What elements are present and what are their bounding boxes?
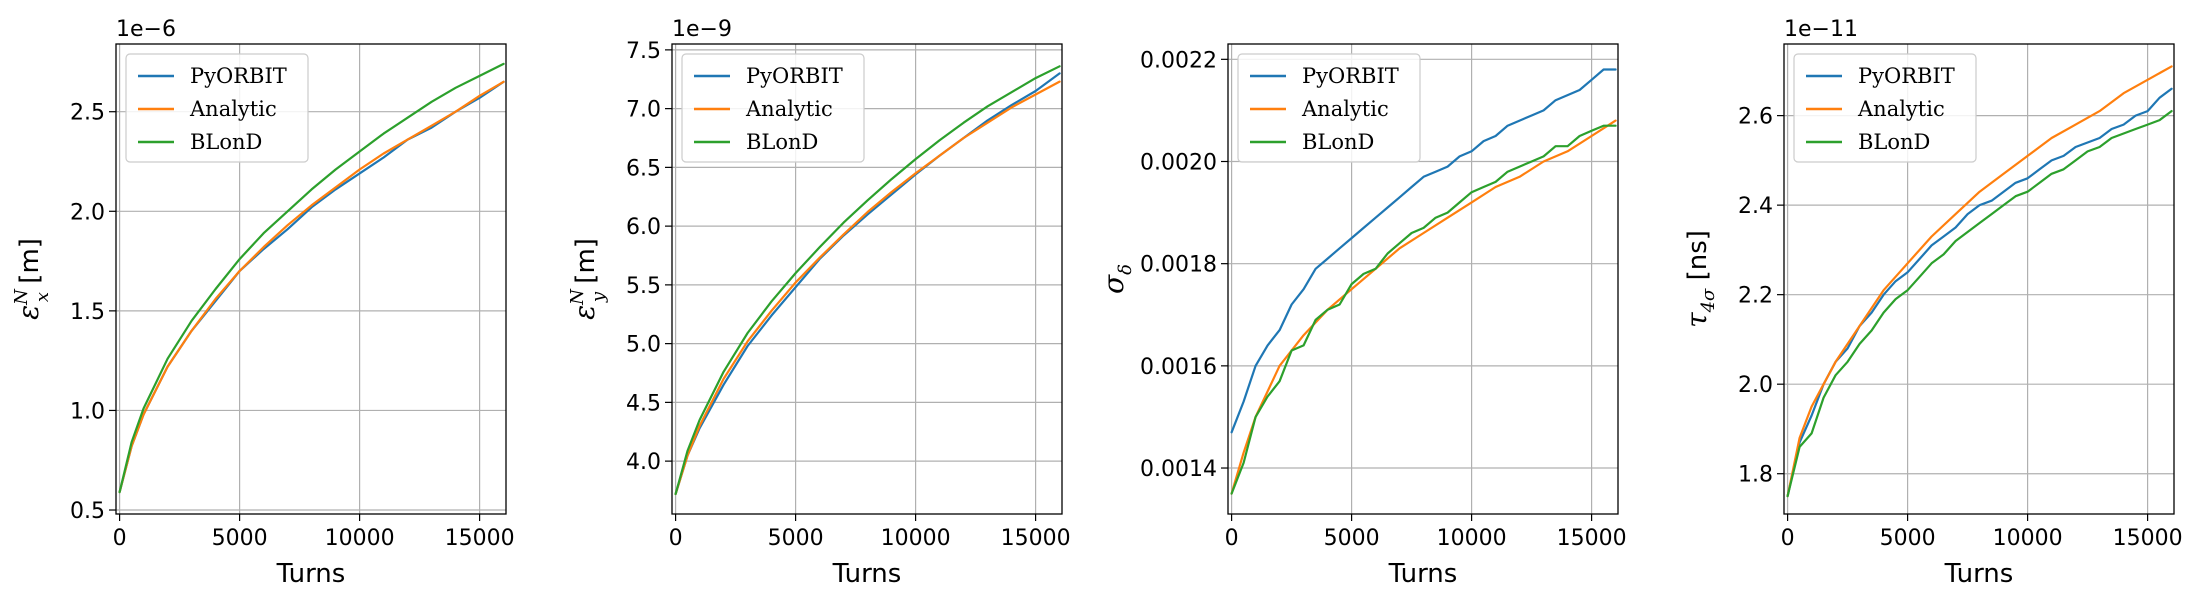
y-tick-label: 7.0 bbox=[626, 98, 661, 123]
legend-label-analytic: Analytic bbox=[1857, 97, 1945, 121]
x-tick-label: 0 bbox=[669, 526, 683, 551]
series-line-pyorbit bbox=[674, 72, 1061, 496]
legend-label-analytic: Analytic bbox=[745, 97, 833, 121]
series-line-blond bbox=[1786, 109, 2173, 498]
y-tick-label: 2.6 bbox=[1738, 105, 1773, 130]
y-axis-label: εNx [m] bbox=[11, 238, 53, 320]
legend: PyORBIT Analytic BLonD bbox=[1793, 53, 1977, 163]
y-tick-label: 2.2 bbox=[1738, 284, 1773, 309]
y-tick-label: 1.0 bbox=[70, 399, 105, 424]
x-axis-label: Turns bbox=[1944, 559, 2014, 589]
y-tick-label: 1.5 bbox=[70, 300, 105, 325]
y-tick-label: 5.5 bbox=[626, 274, 661, 299]
chart-panel-3: 0 5000 10000 15000 0.0014 0.0016 0.0018 0.0020 0… bbox=[1097, 43, 1627, 589]
axis-exponent-label: 1e−6 bbox=[116, 17, 176, 42]
y-tick-label: 4.5 bbox=[626, 391, 661, 416]
x-tick-label: 5000 bbox=[768, 526, 824, 551]
x-tick-label: 5000 bbox=[1324, 526, 1380, 551]
x-tick-label: 5000 bbox=[212, 526, 268, 551]
series-line-analytic bbox=[1786, 65, 2173, 498]
chart-panel-2: 0 5000 10000 15000 4.0 4.5 5.0 5.5 6.0 6.5 7.0 7.5 1… bbox=[567, 17, 1071, 589]
legend-label-analytic: Analytic bbox=[189, 97, 277, 121]
x-tick-label: 15000 bbox=[1557, 526, 1627, 551]
legend-label-blond: BLonD bbox=[746, 130, 818, 154]
series-group bbox=[674, 65, 1061, 496]
y-tick-label: 2.4 bbox=[1738, 194, 1773, 219]
axis-exponent-label: 1e−11 bbox=[1784, 17, 1858, 42]
x-axis-label: Turns bbox=[276, 559, 346, 589]
y-tick-label: 0.0018 bbox=[1140, 253, 1217, 278]
x-axis-label: Turns bbox=[1388, 559, 1458, 589]
x-tick-label: 10000 bbox=[325, 526, 395, 551]
x-tick-label: 10000 bbox=[1437, 526, 1507, 551]
legend: PyORBIT Analytic BLonD bbox=[1237, 53, 1421, 163]
y-tick-label: 0.0020 bbox=[1140, 151, 1217, 176]
y-tick-label: 6.0 bbox=[626, 215, 661, 240]
y-tick-label: 0.5 bbox=[70, 499, 105, 524]
x-tick-label: 10000 bbox=[1993, 526, 2063, 551]
x-tick-label: 0 bbox=[1781, 526, 1795, 551]
axis-exponent-label: 1e−9 bbox=[672, 17, 732, 42]
chart-panel-1: 0 5000 10000 15000 0.5 1.0 1.5 2.0 2.5 1e−6 Turns ε… bbox=[11, 17, 515, 589]
x-tick-label: 10000 bbox=[881, 526, 951, 551]
legend: PyORBIT Analytic BLonD bbox=[681, 53, 865, 163]
legend-label-pyorbit: PyORBIT bbox=[746, 64, 843, 88]
legend-box bbox=[1793, 53, 1977, 163]
legend-label-blond: BLonD bbox=[1858, 130, 1930, 154]
legend-label-pyorbit: PyORBIT bbox=[1858, 64, 1955, 88]
x-tick-label: 0 bbox=[1225, 526, 1239, 551]
y-axis-label: εNy [m] bbox=[567, 238, 609, 320]
y-axis-label: τ4σ [ns] bbox=[1680, 230, 1719, 328]
y-tick-label: 0.0016 bbox=[1140, 355, 1217, 380]
legend-box bbox=[1237, 53, 1421, 163]
series-line-blond bbox=[118, 62, 505, 494]
y-tick-label: 2.0 bbox=[70, 200, 105, 225]
legend-label-pyorbit: PyORBIT bbox=[1302, 64, 1399, 88]
series-group bbox=[1230, 68, 1617, 495]
series-line-pyorbit bbox=[1230, 68, 1617, 434]
x-tick-label: 15000 bbox=[445, 526, 515, 551]
y-tick-label: 1.8 bbox=[1738, 463, 1773, 488]
series-line-analytic bbox=[1230, 119, 1617, 495]
series-line-pyorbit bbox=[1786, 87, 2173, 498]
series-group bbox=[118, 62, 505, 494]
y-tick-label: 5.0 bbox=[626, 333, 661, 358]
series-line-blond bbox=[674, 65, 1061, 496]
series-line-analytic bbox=[118, 80, 505, 494]
plot-frame bbox=[1227, 43, 1619, 515]
legend-box bbox=[125, 53, 309, 163]
legend-label-blond: BLonD bbox=[190, 130, 262, 154]
y-tick-label: 7.5 bbox=[626, 39, 661, 64]
x-tick-label: 5000 bbox=[1880, 526, 1936, 551]
y-tick-label: 2.5 bbox=[70, 101, 105, 126]
y-tick-label: 0.0022 bbox=[1140, 48, 1217, 73]
y-tick-label: 0.0014 bbox=[1140, 457, 1217, 482]
y-tick-label: 2.0 bbox=[1738, 373, 1773, 398]
legend-label-blond: BLonD bbox=[1302, 130, 1374, 154]
x-tick-label: 15000 bbox=[2113, 526, 2183, 551]
legend-label-pyorbit: PyORBIT bbox=[190, 64, 287, 88]
x-axis-label: Turns bbox=[832, 559, 902, 589]
chart-panel-4: 0 5000 10000 15000 1.8 2.0 2.2 2.4 2.6 1e−11 Turns… bbox=[1680, 17, 2183, 589]
plot-frame bbox=[671, 43, 1063, 515]
y-tick-label: 6.5 bbox=[626, 156, 661, 181]
y-axis-label: σδ bbox=[1097, 264, 1136, 294]
legend: PyORBIT Analytic BLonD bbox=[125, 53, 309, 163]
x-tick-label: 0 bbox=[113, 526, 127, 551]
series-line-analytic bbox=[674, 80, 1061, 496]
legend-box bbox=[681, 53, 865, 163]
series-line-blond bbox=[1230, 124, 1617, 495]
legend-label-analytic: Analytic bbox=[1301, 97, 1389, 121]
series-group bbox=[1786, 65, 2173, 498]
x-tick-label: 15000 bbox=[1001, 526, 1071, 551]
y-tick-label: 4.0 bbox=[626, 450, 661, 475]
plot-frame bbox=[1783, 43, 2175, 515]
plot-frame bbox=[115, 43, 507, 515]
